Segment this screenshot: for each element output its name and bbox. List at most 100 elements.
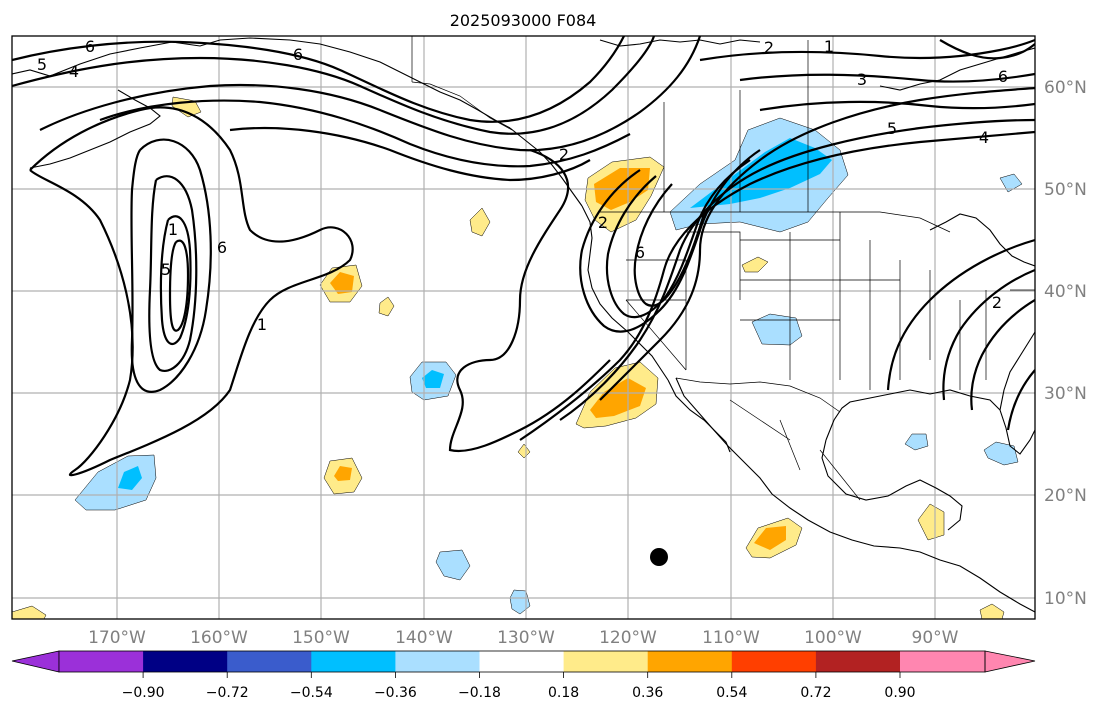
lat-label: 40°N xyxy=(1044,282,1087,302)
contour-north-3 xyxy=(39,36,702,152)
contour-trough-3 xyxy=(633,183,706,307)
contour-label: 1 xyxy=(257,315,267,334)
colorbar-segment xyxy=(59,651,145,672)
lon-label: 170°W xyxy=(88,628,146,648)
colorbar-right-extend xyxy=(984,650,1036,673)
contour-label: 6 xyxy=(217,238,227,257)
contour-label: 5 xyxy=(887,119,897,138)
colorbar-tick-label: −0.90 xyxy=(122,685,165,701)
colorbar-tick-label: −0.36 xyxy=(374,685,417,701)
colorbar-segment xyxy=(731,651,817,672)
shading-lightblue-pacific-10n xyxy=(509,589,531,615)
contour-ne-loop xyxy=(939,39,1035,60)
coast-greatlakes xyxy=(929,213,1035,267)
contour-ridge-2 xyxy=(559,118,1035,421)
shading-yellow-se-corner xyxy=(979,603,1005,619)
lat-label: 60°N xyxy=(1044,78,1087,98)
longitude-labels: 170°W 160°W 150°W 140°W 130°W 120°W 110°… xyxy=(88,628,959,648)
shading-yellow-colorado xyxy=(741,256,769,273)
colorbar-segment xyxy=(311,651,397,672)
lon-label: 120°W xyxy=(599,628,657,648)
colorbar-tick-labels: −0.90 −0.72 −0.54 −0.36 −0.18 0.18 0.36 … xyxy=(122,685,916,701)
shading-yellow-yucatan xyxy=(917,503,945,541)
lon-label: 130°W xyxy=(497,628,555,648)
lat-label: 30°N xyxy=(1044,384,1087,404)
colorbar-segment xyxy=(815,651,901,672)
border-us-states xyxy=(625,212,1035,390)
shading-lightblue-newmexico xyxy=(751,313,803,346)
shading-cyan-east-pac-22n xyxy=(118,466,142,490)
shading-orange-baja xyxy=(590,378,646,418)
contour-label: 6 xyxy=(85,37,95,56)
coast-baja-west xyxy=(667,379,731,453)
coast-uswest xyxy=(581,205,669,381)
contour-north-5 xyxy=(229,126,591,182)
contour-trough-outer xyxy=(448,148,611,453)
lat-label: 50°N xyxy=(1044,180,1087,200)
lat-label: 20°N xyxy=(1044,486,1087,506)
black-dot-marker xyxy=(650,548,668,566)
latitude-labels: 60°N 50°N 40°N 30°N 20°N 10°N xyxy=(1044,78,1087,609)
shading-lightblue-gulf xyxy=(904,433,929,451)
contour-ne-3 xyxy=(759,100,1035,112)
contour-north-1 xyxy=(12,36,625,123)
contour-east-3 xyxy=(970,299,1035,411)
shading-orange-pacific-22n xyxy=(334,466,352,481)
colorbar-tick-label: 0.18 xyxy=(548,685,579,701)
contour-ne-2 xyxy=(739,72,1035,83)
coast-east xyxy=(999,331,1035,411)
anomaly-fills xyxy=(12,96,1023,619)
shading-yellow-sw-corner xyxy=(12,605,47,619)
lon-label: 160°W xyxy=(190,628,248,648)
colorbar-segment xyxy=(479,651,565,672)
colorbar-tick-label: −0.54 xyxy=(290,685,333,701)
coast-bc-west xyxy=(509,127,583,207)
contour-label: 4 xyxy=(979,128,989,147)
shading-yellow-small-b xyxy=(378,296,395,317)
contour-label: 2 xyxy=(559,145,569,164)
colorbar-segment xyxy=(647,651,733,672)
colorbar-tick-label: −0.18 xyxy=(458,685,501,701)
coast-mexico-gulf xyxy=(821,439,963,531)
colorbar-ticks xyxy=(142,672,901,678)
contour-label: 2 xyxy=(764,38,774,57)
contour-trough-1 xyxy=(579,149,761,333)
coast-baja-east xyxy=(675,377,1035,613)
border-us-mexico xyxy=(675,377,841,413)
contour-west-2 xyxy=(130,138,212,393)
colorbar-tick-label: −0.72 xyxy=(206,685,249,701)
contour-label: 2 xyxy=(992,293,1002,312)
colorbar: −0.90 −0.72 −0.54 −0.36 −0.18 0.18 0.36 … xyxy=(11,650,1036,701)
contour-label: 6 xyxy=(998,67,1008,86)
shading-lightblue-pacific-15n xyxy=(435,549,471,581)
lon-label: 90°W xyxy=(912,628,959,648)
shading-lightblue-florida xyxy=(983,441,1019,466)
shading-orange-pacific-40n xyxy=(330,272,354,294)
contour-label: 1 xyxy=(168,220,178,239)
colorbar-tick-label: 0.36 xyxy=(632,685,663,701)
contour-east-2 xyxy=(942,268,1035,401)
lat-label: 10°N xyxy=(1044,589,1087,609)
coast-hudson xyxy=(879,47,1035,91)
colorbar-tick-label: 0.90 xyxy=(884,685,915,701)
contour-west-outer xyxy=(29,106,354,477)
colorbar-segment xyxy=(227,651,313,672)
colorbar-segment xyxy=(563,651,649,672)
coast-gulf xyxy=(825,389,1035,455)
colorbar-segment xyxy=(143,651,229,672)
contour-lines xyxy=(12,36,1035,477)
lon-label: 100°W xyxy=(804,628,862,648)
shading-yellow-small-a xyxy=(469,207,491,237)
shading-cyan-pacific-32n xyxy=(422,370,444,388)
border-us-canada xyxy=(600,211,951,233)
contour-west-4 xyxy=(159,215,192,346)
coast-alaska-pen xyxy=(29,89,161,169)
contour-west-5 xyxy=(168,239,190,332)
contour-trough-2 xyxy=(605,159,751,319)
border-mexico-states xyxy=(729,399,861,501)
contour-label: 3 xyxy=(857,70,867,89)
contour-label: 6 xyxy=(293,45,303,64)
coastlines xyxy=(12,37,1035,613)
map-title: 2025093000 F084 xyxy=(450,11,597,30)
contour-label: 1 xyxy=(824,37,834,56)
